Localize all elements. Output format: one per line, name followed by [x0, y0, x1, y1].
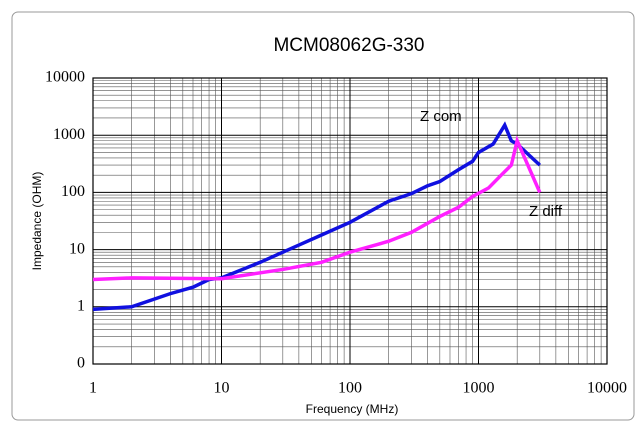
- series-line: [92, 121, 542, 312]
- y-tick-label: 0: [77, 355, 85, 372]
- x-tick-label: 100: [338, 380, 362, 397]
- y-tick-label: 1: [77, 297, 85, 314]
- y-tick-label: 1000: [53, 126, 85, 143]
- y-tick-label: 10: [69, 240, 85, 257]
- y-axis-label: Impedance (OHM): [30, 172, 44, 271]
- series-line: [92, 135, 542, 282]
- chart-title: MCM08062G-330: [273, 35, 424, 56]
- x-tick-label: 1000: [463, 380, 495, 397]
- series-label: Z com: [420, 108, 462, 125]
- x-tick-label: 1: [89, 380, 97, 397]
- plot-border: [92, 77, 608, 365]
- series-label: Z diff: [529, 203, 563, 220]
- y-tick-label: 10000: [45, 69, 85, 86]
- x-tick-label: 10: [214, 380, 230, 397]
- x-tick-label: 10000: [587, 380, 627, 397]
- y-tick-label: 100: [61, 183, 85, 200]
- x-axis-label: Frequency (MHz): [306, 402, 399, 416]
